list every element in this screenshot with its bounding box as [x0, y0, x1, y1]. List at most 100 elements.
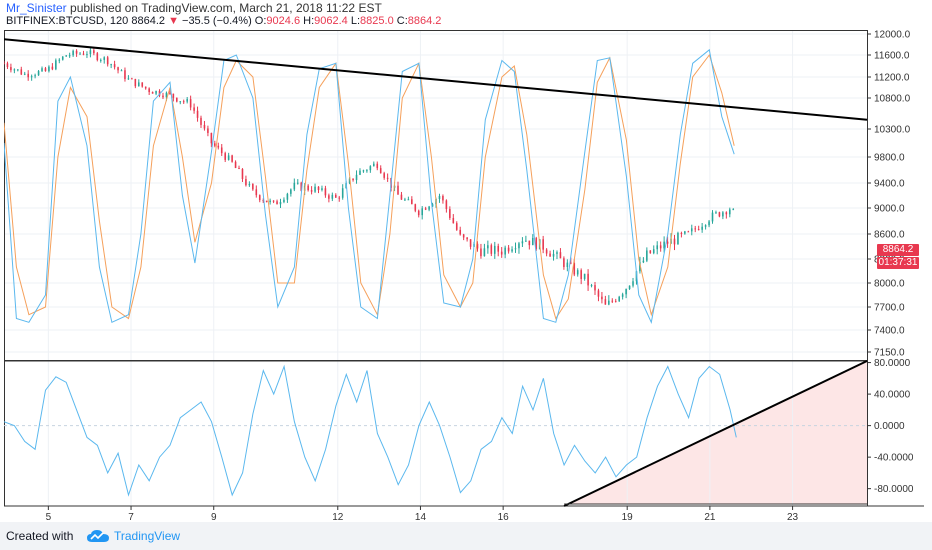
- candle-body: [566, 262, 569, 267]
- candle-body: [162, 95, 164, 98]
- tradingview-cloud-icon[interactable]: [86, 528, 110, 544]
- candle-body: [310, 190, 313, 192]
- time-axis[interactable]: 5 7 9 12 14 16 19 21 23: [46, 506, 799, 520]
- candle-body: [469, 239, 472, 247]
- candle-body: [466, 237, 468, 240]
- oscillator-trendline[interactable]: [563, 360, 868, 507]
- candle-body: [238, 167, 240, 169]
- candle-body: [328, 195, 330, 199]
- tradingview-brand[interactable]: TradingView: [114, 529, 181, 543]
- price-tick-label: 7150.0: [874, 348, 905, 359]
- candle-body: [614, 300, 617, 302]
- candle-body: [459, 229, 462, 235]
- time-tick-label: 16: [498, 512, 510, 520]
- chart-area[interactable]: 12000.0 11600.0 11200.0 10800.0 10300.0 9800.…: [4, 30, 924, 520]
- candle-body: [404, 199, 406, 201]
- candle-body: [286, 193, 289, 200]
- candle-body: [265, 200, 268, 203]
- time-tick-label: 21: [704, 512, 716, 520]
- candle-body: [414, 204, 417, 211]
- candle-body: [690, 228, 693, 232]
- candle-body: [583, 273, 586, 279]
- candle-body: [656, 245, 659, 250]
- candle-body: [151, 92, 154, 94]
- candle-body: [438, 195, 441, 199]
- candle-body: [252, 183, 254, 190]
- candle-body: [75, 50, 78, 54]
- candle-body: [663, 241, 665, 249]
- candle-body: [203, 124, 206, 129]
- oscillator-axis[interactable]: 80.0000 40.0000 0.0000 -40.0000 -80.0000: [867, 358, 914, 495]
- candle-body: [411, 199, 413, 205]
- candle-body: [189, 99, 192, 108]
- candle-body: [258, 195, 261, 201]
- candle-body: [321, 188, 323, 191]
- candle-body: [314, 186, 316, 192]
- candlestick-series: [4, 46, 735, 306]
- candle-body: [134, 78, 137, 87]
- candle-body: [618, 296, 620, 302]
- candle-body: [590, 285, 593, 287]
- time-tick-label: 19: [622, 512, 634, 520]
- candle-body: [570, 262, 572, 264]
- candle-body: [245, 179, 247, 186]
- candle-body: [476, 243, 479, 249]
- author-link[interactable]: Mr_Sinister: [6, 1, 67, 15]
- candle-body: [99, 59, 102, 61]
- candle-body: [431, 204, 434, 207]
- candle-body: [234, 161, 237, 168]
- candle-body: [296, 182, 299, 184]
- candle-body: [61, 56, 64, 60]
- candle-body: [137, 82, 140, 87]
- time-tick-label: 12: [332, 512, 344, 520]
- candle-body: [704, 225, 707, 227]
- candle-body: [106, 57, 109, 65]
- candle-body: [604, 299, 607, 305]
- candle-body: [155, 90, 157, 94]
- close-value: 8864.2: [407, 15, 442, 27]
- price-trendline[interactable]: [4, 38, 868, 121]
- candle-body: [455, 223, 458, 230]
- candle-body: [165, 92, 168, 98]
- candle-body: [711, 212, 714, 222]
- candle-body: [559, 252, 562, 259]
- candle-body: [642, 260, 645, 263]
- candle-body: [400, 194, 403, 200]
- candle-body: [348, 178, 351, 184]
- candle-body: [86, 54, 88, 56]
- candle-body: [158, 90, 161, 96]
- candle-body: [338, 197, 341, 199]
- candle-body: [597, 290, 600, 297]
- price-tick-label: 9400.0: [874, 179, 905, 190]
- candle-body: [124, 70, 126, 80]
- stoch-d-line: [4, 53, 735, 320]
- low-label: L:: [350, 15, 361, 27]
- candle-body: [483, 248, 486, 257]
- candle-body: [279, 201, 282, 205]
- high-value: 9062.4: [314, 15, 348, 27]
- candle-body: [493, 245, 496, 254]
- candle-body: [17, 69, 19, 71]
- candle-body: [649, 250, 652, 254]
- publish-line: Mr_Sinister published on TradingView.com…: [6, 1, 382, 15]
- high-label: H:: [303, 15, 315, 27]
- candle-body: [359, 170, 361, 175]
- candle-body: [110, 64, 112, 66]
- candle-body: [317, 186, 320, 191]
- price-tick-label: 9000.0: [874, 204, 905, 215]
- candle-body: [324, 188, 327, 196]
- candle-body: [518, 243, 520, 249]
- candle-body: [535, 237, 538, 250]
- candle-body: [497, 245, 500, 252]
- symbol-name[interactable]: BITFINEX:BTCUSD: [6, 15, 104, 27]
- candle-body: [93, 50, 95, 54]
- candle-body: [200, 117, 202, 125]
- candle-body: [504, 247, 506, 255]
- chart-canvas[interactable]: 12000.0 11600.0 11200.0 10800.0 10300.0 9800.…: [4, 30, 924, 520]
- candle-body: [207, 128, 209, 133]
- candle-body: [82, 53, 85, 55]
- candle-body: [196, 110, 199, 118]
- interval-label[interactable]: 120: [109, 15, 129, 27]
- candle-body: [248, 183, 251, 186]
- candle-body: [182, 101, 185, 103]
